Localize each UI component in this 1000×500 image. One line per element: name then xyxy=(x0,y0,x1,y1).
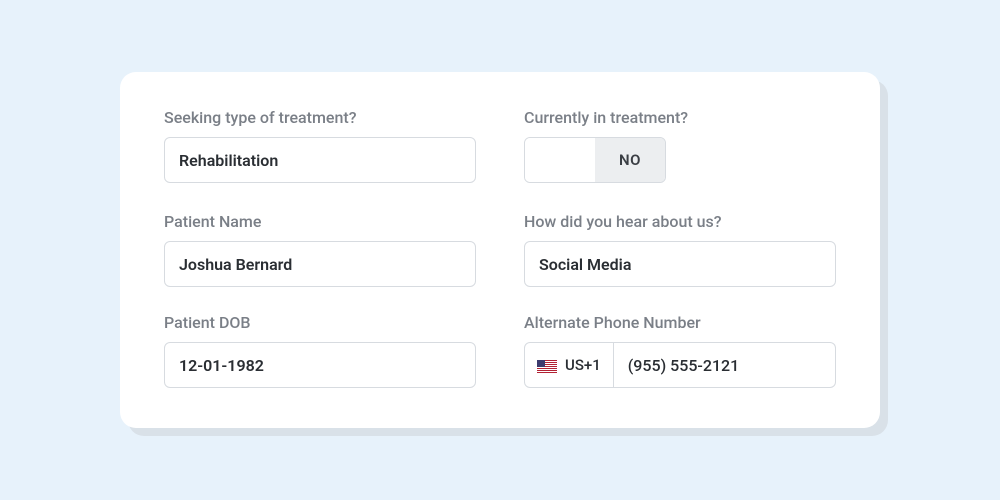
patient-name-label: Patient Name xyxy=(164,212,476,231)
in-treatment-label: Currently in treatment? xyxy=(524,108,836,127)
alt-phone-label: Alternate Phone Number xyxy=(524,313,836,332)
treatment-type-label: Seeking type of treatment? xyxy=(164,108,476,127)
treatment-type-value: Rehabilitation xyxy=(179,151,278,170)
alt-phone-wrap: US+1 (955) 555-2121 xyxy=(524,342,836,388)
form-row-2: Patient Name Joshua Bernard How did you … xyxy=(164,212,836,287)
alt-phone-value: (955) 555-2121 xyxy=(628,356,739,375)
field-in-treatment: Currently in treatment? NO xyxy=(524,108,836,186)
hear-about-value: Social Media xyxy=(539,255,631,274)
alt-phone-input[interactable]: (955) 555-2121 xyxy=(614,342,836,388)
field-patient-dob: Patient DOB 12-01-1982 xyxy=(164,313,476,388)
form-row-1: Seeking type of treatment? Rehabilitatio… xyxy=(164,108,836,186)
field-hear-about: How did you hear about us? Social Media xyxy=(524,212,836,287)
field-alt-phone: Alternate Phone Number xyxy=(524,313,836,388)
patient-dob-input[interactable]: 12-01-1982 xyxy=(164,342,476,388)
toggle-yes[interactable] xyxy=(525,138,595,182)
in-treatment-toggle[interactable]: NO xyxy=(524,137,666,183)
patient-form-card: Seeking type of treatment? Rehabilitatio… xyxy=(120,72,880,428)
field-treatment-type: Seeking type of treatment? Rehabilitatio… xyxy=(164,108,476,186)
us-flag-icon xyxy=(537,359,557,372)
hear-about-label: How did you hear about us? xyxy=(524,212,836,231)
patient-dob-value: 12-01-1982 xyxy=(179,356,264,375)
treatment-type-input[interactable]: Rehabilitation xyxy=(164,137,476,183)
form-row-3: Patient DOB 12-01-1982 Alternate Phone N… xyxy=(164,313,836,388)
field-patient-name: Patient Name Joshua Bernard xyxy=(164,212,476,287)
patient-name-input[interactable]: Joshua Bernard xyxy=(164,241,476,287)
patient-dob-label: Patient DOB xyxy=(164,313,476,332)
phone-country-selector[interactable]: US+1 xyxy=(524,342,614,388)
phone-country-code: US+1 xyxy=(565,356,601,374)
toggle-no[interactable]: NO xyxy=(595,138,665,182)
hear-about-input[interactable]: Social Media xyxy=(524,241,836,287)
patient-name-value: Joshua Bernard xyxy=(179,255,292,274)
